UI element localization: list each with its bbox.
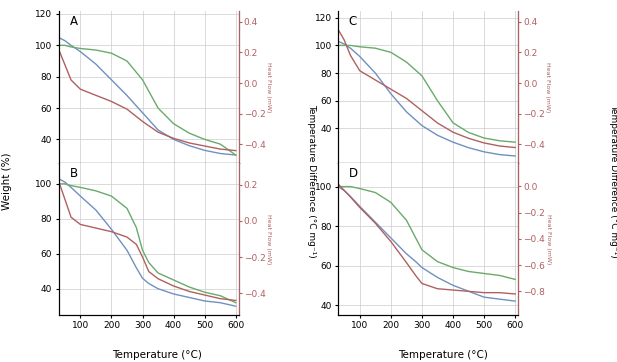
Text: Temperature Difference (°C mg⁻¹): Temperature Difference (°C mg⁻¹): [307, 104, 316, 258]
Y-axis label: Heat Flow (mW): Heat Flow (mW): [545, 214, 550, 264]
Y-axis label: Heat Flow (mW): Heat Flow (mW): [266, 214, 271, 264]
Text: B: B: [70, 168, 78, 181]
Text: C: C: [349, 16, 357, 29]
Text: D: D: [349, 168, 358, 181]
Text: Temperature Difference (°C mg⁻¹): Temperature Difference (°C mg⁻¹): [610, 104, 617, 258]
Text: A: A: [70, 16, 77, 29]
Text: Temperature (°C): Temperature (°C): [398, 350, 488, 360]
Text: Weight (%): Weight (%): [2, 152, 12, 210]
Text: Temperature (°C): Temperature (°C): [112, 350, 202, 360]
Y-axis label: Heat Flow (mW): Heat Flow (mW): [545, 62, 550, 112]
Y-axis label: Heat Flow (mW): Heat Flow (mW): [266, 62, 271, 112]
